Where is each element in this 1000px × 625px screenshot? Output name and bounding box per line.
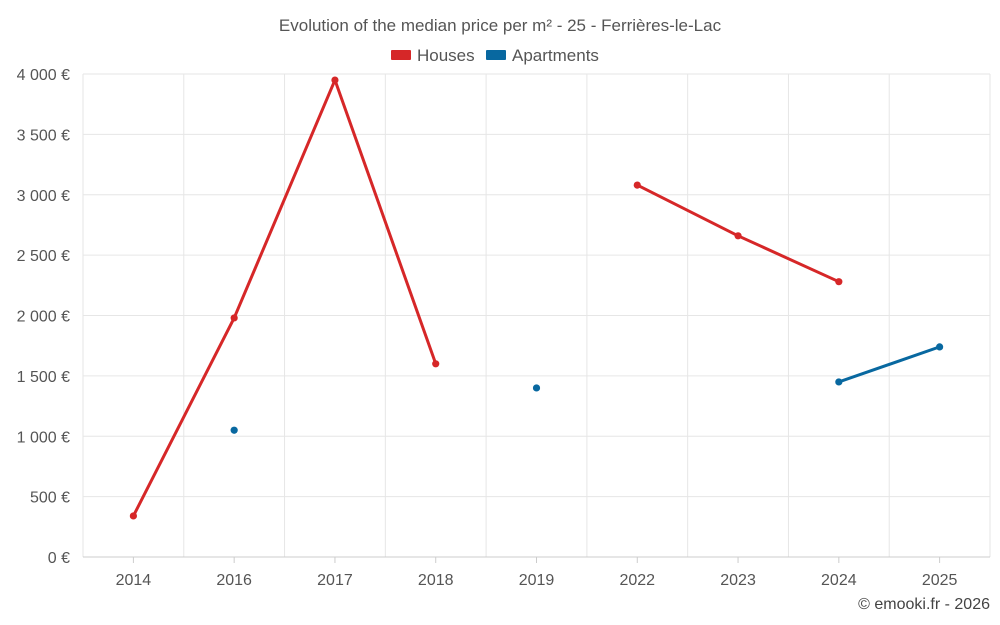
data-point-houses[interactable] — [129, 512, 137, 520]
series-houses — [129, 76, 843, 520]
series-apartments — [230, 343, 944, 434]
y-tick-label: 3 500 € — [17, 127, 70, 144]
chart-title: Evolution of the median price per m² - 2… — [279, 16, 722, 35]
legend-label-houses: Houses — [417, 46, 475, 65]
data-point-apartments[interactable] — [532, 384, 541, 392]
data-point-houses[interactable] — [734, 232, 742, 240]
x-tick-label: 2023 — [720, 572, 756, 589]
axes: 0 € 500 € 1 000 € 1 500 € 2 000 € 2 500 € 3 00… — [17, 67, 990, 589]
y-tick-label: 500 € — [30, 490, 70, 507]
x-tick-label: 2014 — [116, 572, 152, 589]
data-point-houses[interactable] — [230, 314, 238, 322]
x-tick-label: 2024 — [821, 572, 857, 589]
y-tick-label: 4 000 € — [17, 67, 70, 84]
data-point-houses[interactable] — [432, 360, 440, 368]
legend-label-apartments: Apartments — [512, 46, 599, 65]
grid — [82, 73, 991, 557]
data-point-houses[interactable] — [835, 278, 843, 286]
y-tick-label: 2 000 € — [17, 309, 70, 326]
x-tick-label: 2019 — [519, 572, 555, 589]
legend-swatch-apartments — [486, 50, 506, 60]
y-tick-label: 2 500 € — [17, 248, 70, 265]
y-tick-label: 1 500 € — [17, 369, 70, 386]
legend-item-apartments[interactable]: Apartments — [486, 46, 599, 65]
data-point-apartments[interactable] — [230, 426, 238, 434]
data-point-houses[interactable] — [633, 181, 641, 189]
legend-swatch-houses — [391, 50, 411, 60]
y-tick-label: 1 000 € — [17, 429, 70, 446]
series-line-houses — [131, 78, 438, 518]
series-line-apartments — [837, 345, 942, 384]
x-tick-label: 2017 — [317, 572, 353, 589]
x-tick-label: 2016 — [216, 572, 252, 589]
x-tick-label: 2025 — [922, 572, 958, 589]
series — [129, 76, 944, 520]
data-point-houses[interactable] — [331, 76, 339, 84]
x-tick-label: 2022 — [619, 572, 655, 589]
x-tick-label: 2018 — [418, 572, 454, 589]
data-point-apartments[interactable] — [835, 378, 843, 386]
data-point-apartments[interactable] — [936, 343, 944, 351]
legend: Houses Apartments — [391, 46, 599, 65]
y-tick-label: 3 000 € — [17, 188, 70, 205]
credit-text: © emooki.fr - 2026 — [858, 596, 990, 613]
y-tick-label: 0 € — [48, 550, 70, 567]
legend-item-houses[interactable]: Houses — [391, 46, 475, 65]
